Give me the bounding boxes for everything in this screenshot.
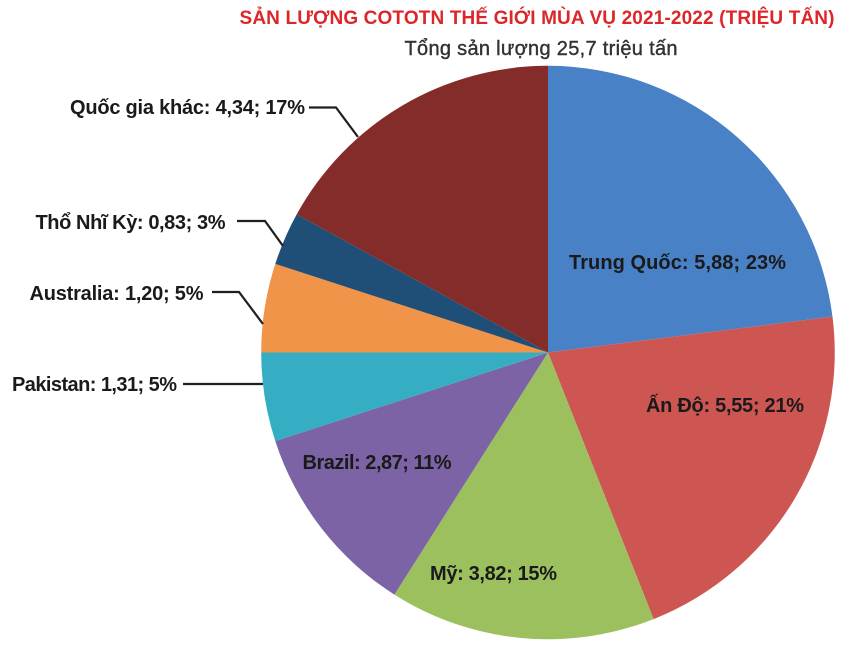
svg-text:Tổng sản lượng 25,7 triệu tấn: Tổng sản lượng 25,7 triệu tấn xyxy=(405,38,678,60)
svg-text:Trung Quốc: 5,88; 23%: Trung Quốc: 5,88; 23% xyxy=(569,252,786,274)
svg-text:Ấn Độ: 5,55; 21%: Ấn Độ: 5,55; 21% xyxy=(646,394,804,417)
svg-text:SẢN LƯỢNG COTOTN THẾ GIỚI MÙA: SẢN LƯỢNG COTOTN THẾ GIỚI MÙA VỤ 2021-20… xyxy=(240,7,835,29)
svg-text:Pakistan: 1,31; 5%: Pakistan: 1,31; 5% xyxy=(12,374,177,396)
svg-text:Thổ Nhĩ Kỳ: 0,83; 3%: Thổ Nhĩ Kỳ: 0,83; 3% xyxy=(36,212,226,234)
svg-text:Brazil: 2,87; 11%: Brazil: 2,87; 11% xyxy=(303,452,452,474)
svg-text:Quốc gia khác: 4,34; 17%: Quốc gia khác: 4,34; 17% xyxy=(70,97,305,119)
svg-text:Australia: 1,20; 5%: Australia: 1,20; 5% xyxy=(30,283,204,305)
svg-text:Mỹ: 3,82; 15%: Mỹ: 3,82; 15% xyxy=(430,563,557,585)
